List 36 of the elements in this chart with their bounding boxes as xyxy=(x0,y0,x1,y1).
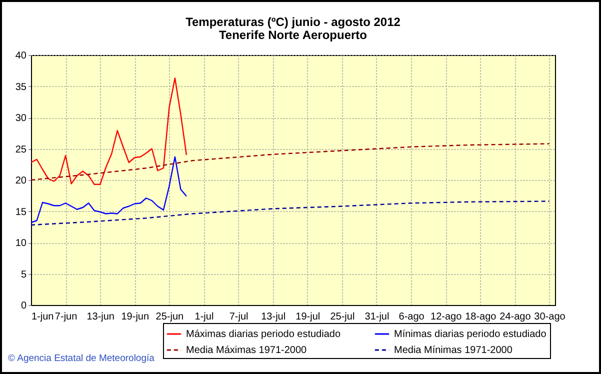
x-tick-label: 18-ago xyxy=(465,312,497,322)
line-series xyxy=(30,200,550,226)
x-tick-label: 30-ago xyxy=(534,312,566,322)
x-tick-label: 25-jul xyxy=(330,312,355,322)
legend-label: Media Máximas 1971-2000 xyxy=(186,345,308,356)
chart-title: Temperaturas (ºC) junio - agosto 2012 xyxy=(186,15,401,29)
y-tick-label: 35 xyxy=(15,82,27,93)
y-tick-label: 30 xyxy=(15,113,27,124)
x-tick-label: 31-jul xyxy=(364,312,390,322)
y-tick-label: 10 xyxy=(15,238,27,249)
x-tick-label: 19-jul xyxy=(296,312,320,322)
y-tick-label: 40 xyxy=(15,50,27,62)
text: © Agencia Estatal de Meteorología xyxy=(8,353,154,364)
line-series xyxy=(30,78,188,185)
x-tick-label: 13-jul xyxy=(261,312,286,322)
y-tick-label: 5 xyxy=(20,269,27,280)
x-tick-label: 1-jun xyxy=(32,312,54,322)
legend-label: Mínimas diarias periodo estudiado xyxy=(394,329,547,340)
x-tick-label: 7-jul xyxy=(229,312,248,322)
line-series xyxy=(30,143,550,181)
x-tick-label: 24-ago xyxy=(500,312,532,322)
x-tick-label: 12-ago xyxy=(430,312,462,322)
line-series xyxy=(30,156,188,224)
legend-label: Media Mínimas 1971-2000 xyxy=(394,345,513,356)
y-tick-label: 25 xyxy=(15,144,27,156)
x-tick-label: 19-jun xyxy=(121,312,150,322)
x-tick-label: 1-jul xyxy=(194,312,214,322)
y-tick-label: 15 xyxy=(15,206,27,218)
x-tick-label: 13-jun xyxy=(86,312,115,322)
x-tick-label: 6-ago xyxy=(398,312,425,322)
legend-label: Máximas diarias periodo estudiado xyxy=(186,329,341,340)
x-tick-label: 7-jun xyxy=(54,312,78,322)
y-tick-label: 0 xyxy=(20,300,27,312)
y-tick-label: 20 xyxy=(15,176,27,186)
chart-subtitle: Tenerife Norte Aeropuerto xyxy=(218,28,368,42)
x-tick-label: 25-jun xyxy=(156,312,184,322)
